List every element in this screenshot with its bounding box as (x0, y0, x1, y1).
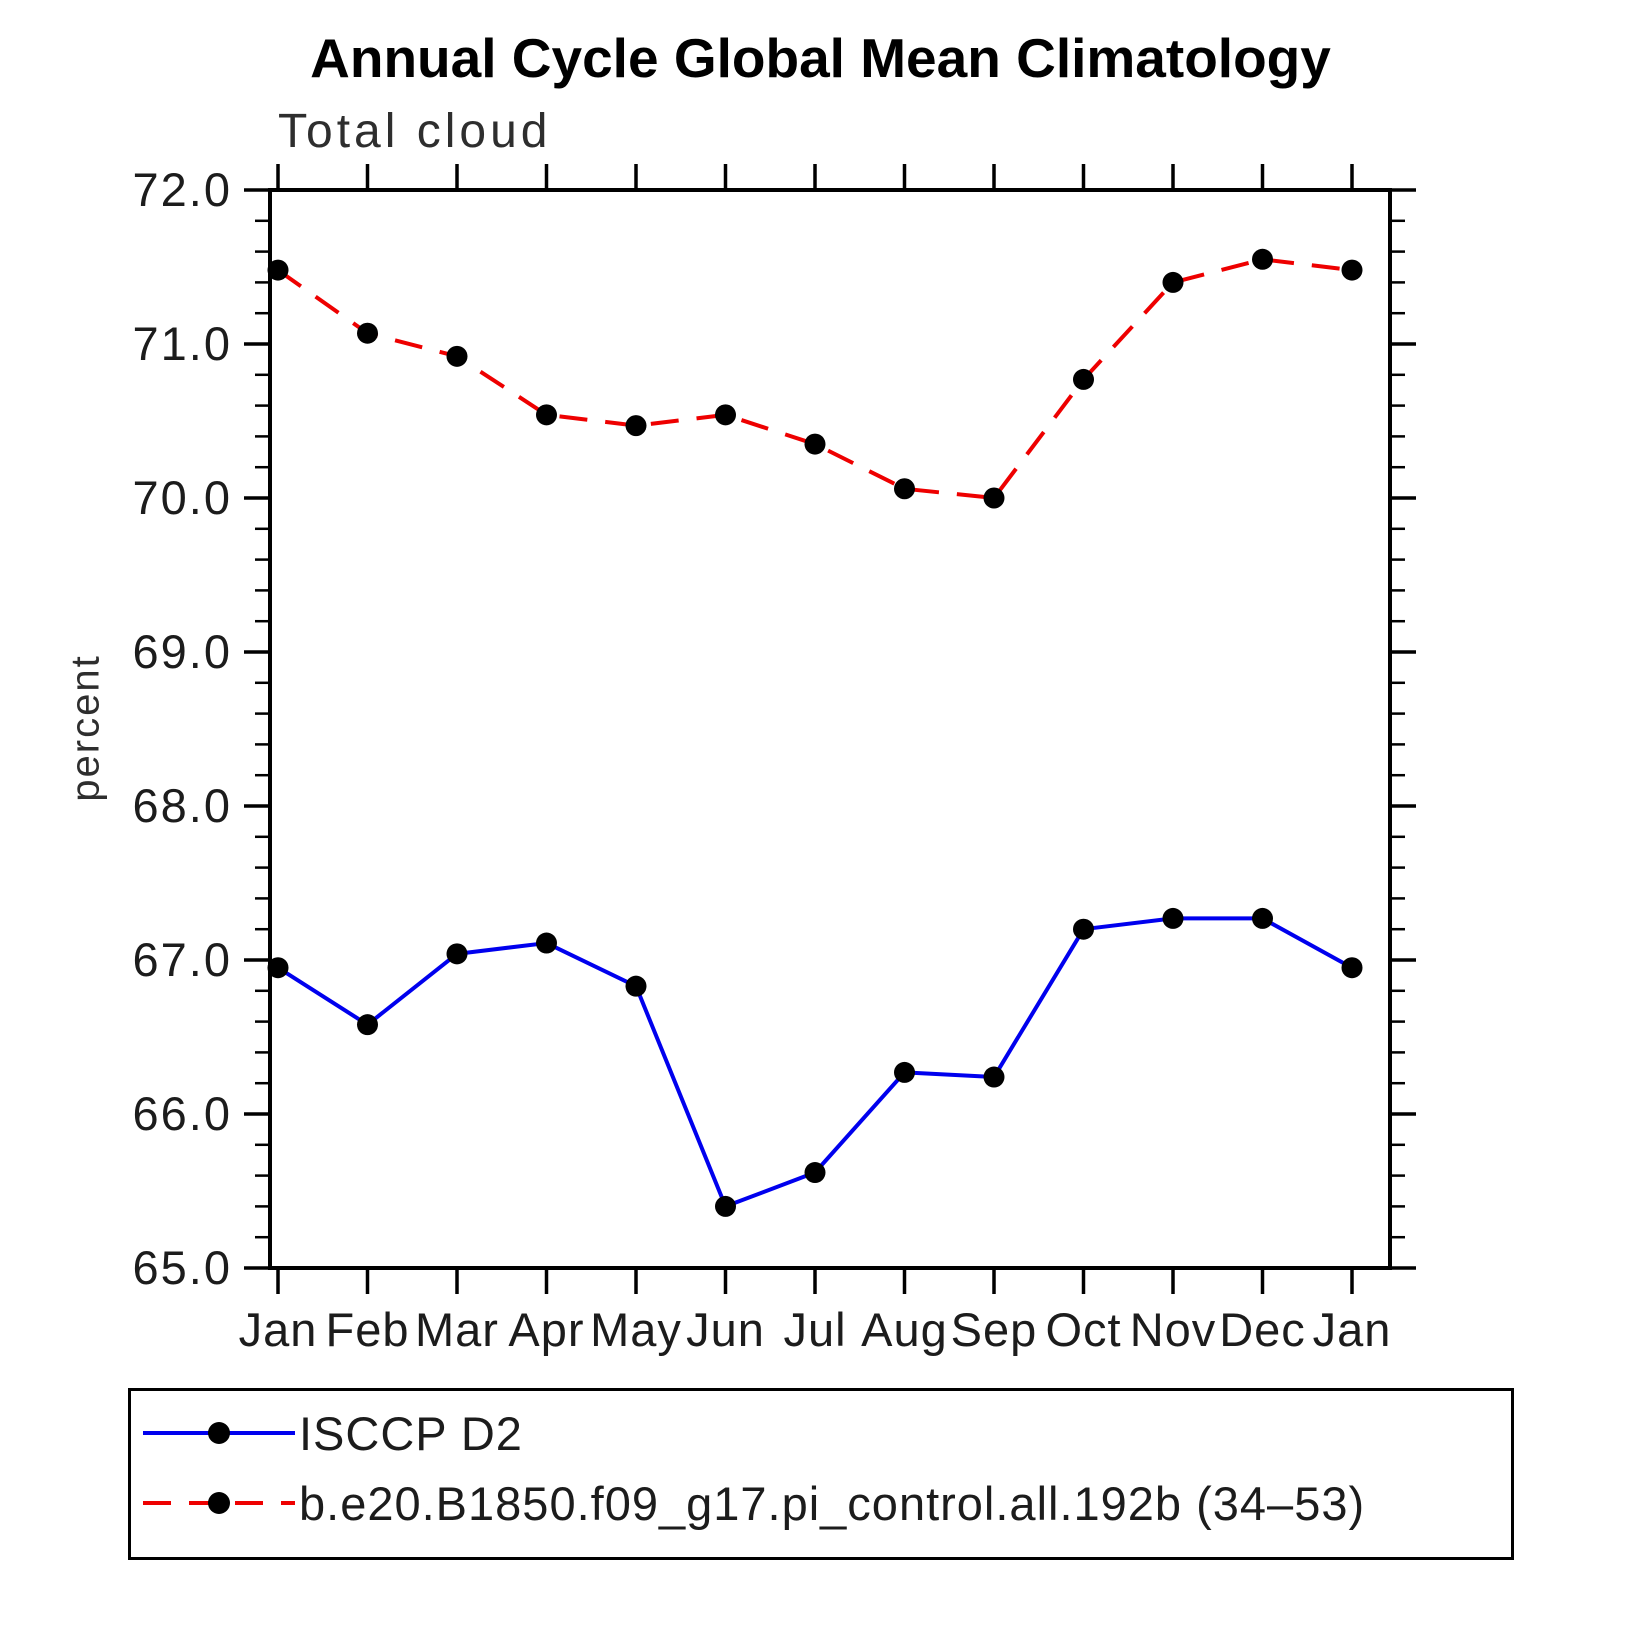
x-tick-label: Feb (326, 1303, 410, 1356)
data-point (804, 433, 826, 455)
legend-sample-marker (208, 1492, 230, 1514)
data-point (625, 975, 647, 997)
y-tick-label: 69.0 (133, 625, 232, 678)
x-tick-label: Jun (686, 1303, 765, 1356)
x-tick-label: May (590, 1303, 682, 1356)
x-tick-label: Mar (415, 1303, 499, 1356)
data-point (1073, 918, 1094, 940)
x-tick-label: Jul (783, 1303, 846, 1356)
data-point (446, 943, 468, 965)
x-tick-label: Jan (1313, 1303, 1392, 1356)
data-point (1162, 907, 1184, 929)
legend-entry: b.e20.B1850.f09_g17.pi_control.all.192b … (143, 1477, 1365, 1530)
chart-subtitle: Total cloud (278, 105, 552, 158)
data-point (357, 322, 378, 344)
legend-sample-marker (208, 1422, 230, 1444)
legend-entry: ISCCP D2 (143, 1407, 523, 1460)
data-point (894, 1061, 915, 1083)
plot-border (268, 188, 1392, 1270)
x-tick-label: Dec (1219, 1303, 1306, 1356)
data-point (357, 1014, 378, 1036)
x-tick-label: Nov (1130, 1303, 1217, 1356)
legend-label: ISCCP D2 (299, 1406, 523, 1460)
y-tick-label: 66.0 (133, 1087, 232, 1140)
data-point (804, 1162, 826, 1184)
x-tick-label: Aug (861, 1303, 948, 1356)
data-point (1252, 248, 1273, 270)
data-point (1073, 368, 1094, 390)
x-tick-label: Jan (239, 1303, 318, 1356)
data-point (267, 259, 289, 281)
x-tick-label: Sep (951, 1303, 1038, 1356)
series-line-1 (276, 257, 1353, 500)
legend-label: b.e20.B1850.f09_g17.pi_control.all.192b … (299, 1476, 1366, 1530)
data-point (536, 932, 557, 954)
data-point (625, 415, 647, 437)
data-point (715, 404, 736, 426)
legend-line-sample (143, 1422, 295, 1444)
y-tick-label: 71.0 (133, 317, 232, 370)
legend-box: ISCCP D2 b.e20.B1850.f09_g17.pi_control.… (128, 1388, 1514, 1560)
data-point (1162, 271, 1184, 293)
y-tick-label: 67.0 (133, 933, 232, 986)
data-point (983, 1066, 1005, 1088)
y-tick-label: 68.0 (133, 779, 232, 832)
data-point (983, 487, 1005, 509)
data-point (267, 957, 289, 979)
y-tick-label: 72.0 (133, 163, 232, 216)
data-point (536, 404, 557, 426)
y-tick-label: 65.0 (133, 1241, 232, 1294)
data-point (1341, 957, 1363, 979)
data-point (446, 345, 468, 367)
x-tick-label: Apr (508, 1303, 584, 1356)
x-tick-label: Oct (1045, 1303, 1121, 1356)
chart-title: Annual Cycle Global Mean Climatology (310, 27, 1331, 89)
data-point (894, 478, 915, 500)
y-tick-label: 70.0 (133, 471, 232, 524)
data-point (1252, 907, 1273, 929)
data-point (715, 1195, 736, 1217)
data-point (1341, 259, 1363, 281)
legend-line-sample (143, 1492, 295, 1514)
